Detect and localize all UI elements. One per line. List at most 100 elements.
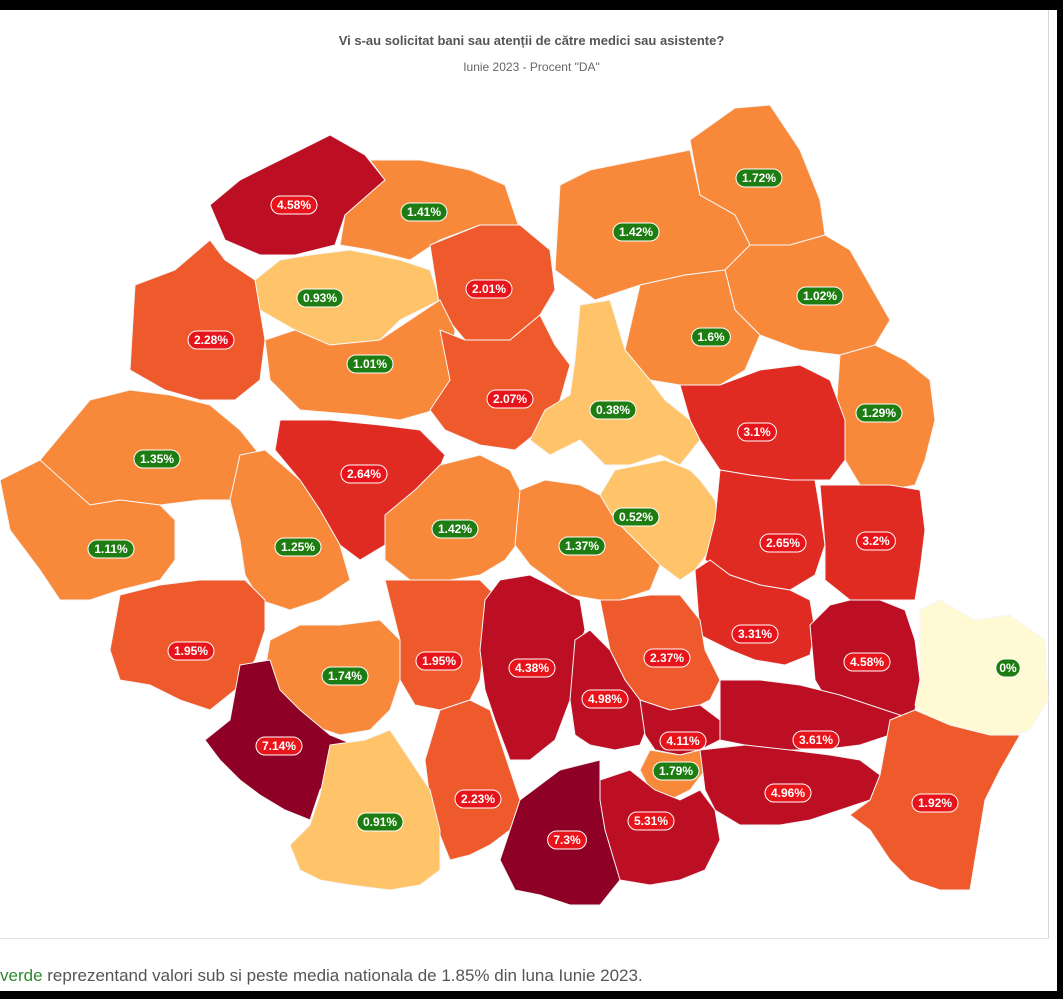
county-value-badge xyxy=(627,811,675,831)
county-value-badge xyxy=(843,652,891,672)
county-value-badge xyxy=(486,389,534,409)
county-value-badge xyxy=(612,507,660,527)
county-value-text: 0.52% xyxy=(619,510,653,524)
county-value-text: 2.28% xyxy=(194,333,228,347)
county-value-text: 1.42% xyxy=(438,522,472,536)
county-value-text: 1.6% xyxy=(697,330,725,344)
county-region xyxy=(914,599,1049,741)
county-labels: 4.58% 1.41% 1.72% 1.42% 0.93% 2.01% 1.02% 2.28%… xyxy=(87,168,1021,850)
county-value-label: 1.35% xyxy=(133,449,181,469)
county-region xyxy=(39,389,261,506)
county-value-badge xyxy=(465,279,513,299)
county-value-badge xyxy=(321,666,369,686)
county-value-label: 2.37% xyxy=(643,648,691,668)
county-value-text: 1.37% xyxy=(565,539,599,553)
county-value-badge xyxy=(133,449,181,469)
county-value-text: 1.79% xyxy=(659,764,693,778)
county-region xyxy=(229,449,351,611)
county-value-label: 1.11% xyxy=(87,539,135,559)
county-value-label: 4.96% xyxy=(764,783,812,803)
county-value-label: 1.95% xyxy=(415,651,463,671)
county-value-text: 0.38% xyxy=(596,403,630,417)
county-value-text: 1.11% xyxy=(94,542,128,556)
county-value-text: 1.95% xyxy=(422,654,456,668)
county-value-text: 4.96% xyxy=(771,786,805,800)
county-value-label: 4.11% xyxy=(659,731,707,751)
county-value-label: 5.31% xyxy=(627,811,675,831)
county-region xyxy=(129,239,266,401)
caption-highlight: verde xyxy=(0,966,43,985)
county-value-text: 0.91% xyxy=(363,815,397,829)
county-value-badge xyxy=(454,789,502,809)
county-value-badge xyxy=(508,658,556,678)
county-value-text: 2.37% xyxy=(650,651,684,665)
county-value-label: 1.42% xyxy=(612,222,660,242)
county-value-badge xyxy=(792,730,840,750)
county-region xyxy=(0,459,176,601)
county-value-text: 1.35% xyxy=(140,452,174,466)
county-value-badge xyxy=(431,519,479,539)
county-value-text: 1.95% xyxy=(174,644,208,658)
county-value-badge xyxy=(643,648,691,668)
county-value-label: 1.41% xyxy=(400,202,448,222)
county-value-badge xyxy=(296,288,344,308)
county-value-label: 4.58% xyxy=(270,195,318,215)
county-value-text: 0.93% xyxy=(303,291,337,305)
county-value-text: 3.1% xyxy=(743,425,771,439)
county-value-badge xyxy=(737,422,777,442)
county-value-badge xyxy=(87,539,135,559)
county-value-badge xyxy=(255,736,303,756)
county-value-label: 0.91% xyxy=(356,812,404,832)
county-value-badge xyxy=(581,689,629,709)
county-region xyxy=(529,299,701,466)
map-caption: verde reprezentand valori sub si peste m… xyxy=(0,966,643,986)
county-value-badge xyxy=(652,761,700,781)
county-value-label: 1.95% xyxy=(167,641,215,661)
county-value-badge xyxy=(691,327,731,347)
county-value-label: 2.28% xyxy=(187,330,235,350)
county-value-text: 3.31% xyxy=(738,627,772,641)
right-border xyxy=(1057,0,1063,999)
county-value-text: 0% xyxy=(999,661,1017,675)
county-value-badge xyxy=(589,400,637,420)
county-value-label: 0.93% xyxy=(296,288,344,308)
county-value-badge xyxy=(187,330,235,350)
county-value-text: 1.25% xyxy=(281,540,315,554)
county-regions xyxy=(0,104,1049,906)
county-value-label: 1.25% xyxy=(274,537,322,557)
county-value-text: 1.41% xyxy=(407,205,441,219)
county-value-label: 4.58% xyxy=(843,652,891,672)
county-value-text: 3.2% xyxy=(862,534,890,548)
county-value-label: 0.52% xyxy=(612,507,660,527)
county-value-badge xyxy=(796,286,844,306)
county-value-label: 0% xyxy=(995,658,1021,678)
county-value-text: 4.98% xyxy=(588,692,622,706)
romania-county-map: 4.58% 1.41% 1.72% 1.42% 0.93% 2.01% 1.02% 2.28%… xyxy=(0,104,1049,906)
county-value-label: 7.14% xyxy=(255,736,303,756)
county-value-badge xyxy=(911,793,959,813)
county-value-text: 1.42% xyxy=(619,225,653,239)
county-value-label: 2.64% xyxy=(340,464,388,484)
county-value-text: 2.65% xyxy=(766,536,800,550)
county-value-badge xyxy=(659,731,707,751)
county-value-text: 2.01% xyxy=(472,282,506,296)
county-value-text: 2.07% xyxy=(493,392,527,406)
county-value-badge xyxy=(415,651,463,671)
county-value-badge xyxy=(995,658,1021,678)
bottom-border xyxy=(0,991,1063,999)
county-value-badge xyxy=(356,812,404,832)
county-value-text: 4.58% xyxy=(277,198,311,212)
county-value-badge xyxy=(346,354,394,374)
county-value-text: 4.58% xyxy=(850,655,884,669)
county-value-badge xyxy=(340,464,388,484)
county-value-label: 1.6% xyxy=(691,327,731,347)
county-value-label: 2.07% xyxy=(486,389,534,409)
county-value-label: 3.2% xyxy=(856,531,896,551)
county-value-badge xyxy=(735,168,783,188)
county-region xyxy=(704,469,826,591)
county-value-label: 1.01% xyxy=(346,354,394,374)
county-value-text: 2.23% xyxy=(461,792,495,806)
county-value-label: 1.29% xyxy=(855,403,903,423)
county-value-label: 4.38% xyxy=(508,658,556,678)
county-region xyxy=(289,729,441,891)
